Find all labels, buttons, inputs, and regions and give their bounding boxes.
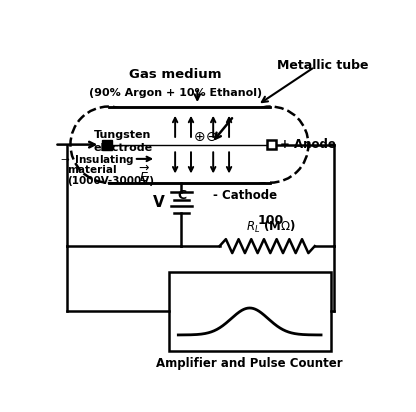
- Text: C: C: [177, 189, 186, 202]
- Text: $\overrightarrow{E}$: $\overrightarrow{E}$: [139, 165, 151, 185]
- Text: Gas medium: Gas medium: [129, 68, 221, 81]
- Text: $\rightarrow$ Insulating: $\rightarrow$ Insulating: [58, 152, 134, 166]
- Text: + Anode: + Anode: [280, 138, 335, 151]
- Text: Amplifier and Pulse Counter: Amplifier and Pulse Counter: [156, 357, 343, 370]
- Text: V: V: [154, 195, 165, 210]
- Bar: [169, 272, 331, 351]
- Text: material: material: [67, 165, 117, 175]
- Text: 100: 100: [257, 214, 283, 227]
- Text: (1000V-3000V): (1000V-3000V): [67, 176, 154, 186]
- Text: Tungsten: Tungsten: [94, 130, 151, 140]
- Text: $R_L$ (M$\Omega$): $R_L$ (M$\Omega$): [245, 219, 295, 235]
- Bar: [267, 140, 276, 149]
- Text: - Cathode: - Cathode: [213, 189, 277, 202]
- Ellipse shape: [70, 107, 146, 183]
- Text: (90% Argon + 10% Ethanol): (90% Argon + 10% Ethanol): [89, 88, 262, 98]
- Bar: [109, 107, 270, 183]
- Ellipse shape: [232, 107, 308, 183]
- Text: $\oplus$: $\oplus$: [193, 130, 205, 144]
- Bar: [102, 140, 112, 150]
- Bar: [229, 107, 270, 182]
- Text: electrode: electrode: [93, 143, 152, 153]
- Text: Metallic tube: Metallic tube: [277, 59, 369, 72]
- Text: $\ominus$: $\ominus$: [206, 130, 218, 144]
- Bar: [108, 107, 149, 182]
